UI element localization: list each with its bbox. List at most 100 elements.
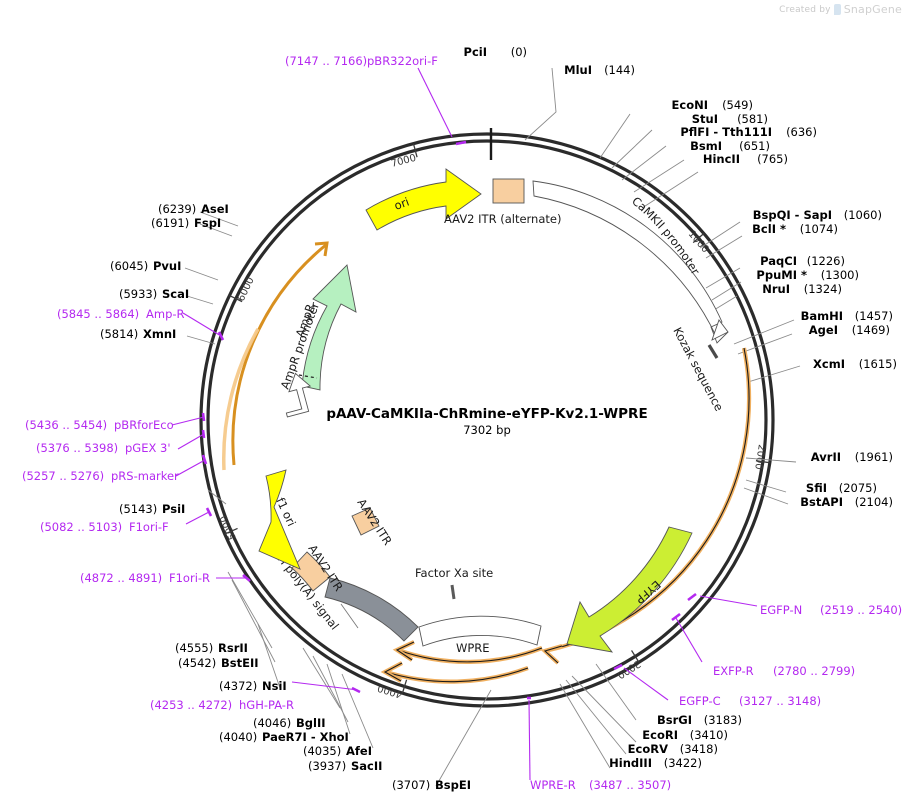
enzyme-pos-fspi: (6191) (151, 216, 189, 230)
feature-label-aav2-itr-alternate: AAV2 ITR (alternate) (444, 212, 561, 226)
primer-name-egfp-n: EGFP-N (760, 603, 802, 617)
primer-range-amp-r: (5845 .. 5864) (57, 307, 139, 321)
enzyme-pos-nrui: (1324) (804, 282, 842, 296)
primer-range-pbr322ori-f: (7147 .. 7166) (285, 54, 367, 68)
enzyme-pos-scai: (5933) (119, 287, 157, 301)
feature-amp-orange-arc[interactable] (231, 241, 329, 466)
enzyme-name-hindiii: HindIII (609, 756, 652, 770)
watermark-prefix: Created by (779, 4, 831, 15)
enzyme-name-bstcii: BstEII (221, 656, 259, 670)
enzyme-pos-asei: (6239) (158, 202, 196, 216)
enzyme-name-psii: PsiI (162, 502, 185, 516)
enzyme-name-avrii: AvrII (811, 450, 841, 464)
enzyme-pos-pflfi-tth111i: (636) (786, 125, 817, 139)
enzyme-pos-ppumi: (1300) (821, 268, 859, 282)
enzyme-name-hincii: HincII (703, 152, 740, 166)
enzyme-pos-hincii: (765) (757, 152, 788, 166)
enzyme-name-ecorv: EcoRV (628, 742, 668, 756)
page-title: pAAV-CaMKIIa-ChRmine-eYFP-Kv2.1-WPRE (326, 406, 647, 422)
feature-factor-xa-site[interactable]: Factor Xa site (415, 566, 493, 600)
enzyme-pos-afei: (4035) (303, 744, 341, 758)
primer-range-wpre-r: (3487 .. 3507) (589, 778, 671, 792)
feature-label-wpre: WPRE (456, 641, 490, 655)
primer-name-wpre-r: WPRE-R (530, 778, 576, 792)
cut-site-leaders (184, 67, 801, 787)
enzyme-pos-psii: (5143) (119, 502, 157, 516)
enzyme-pos-nsii: (4372) (219, 679, 257, 693)
enzyme-name-nrui: NruI (762, 282, 790, 296)
enzyme-pos-paqci: (1226) (807, 254, 845, 268)
enzyme-name-bspqi-sapi: BspQI - SapI (753, 208, 832, 222)
primer-range-egfp-n: (2519 .. 2540) (820, 603, 902, 617)
feature-aav2-itr-alternate[interactable]: AAV2 ITR (alternate) (444, 178, 561, 226)
enzyme-name-bcli: BclI * (752, 222, 786, 236)
enzyme-name-paer7i-xhoi: PaeR7I - XhoI (262, 730, 349, 744)
enzyme-name-bamhi: BamHI (801, 309, 843, 323)
enzyme-pos-ecorv: (3418) (680, 742, 718, 756)
enzyme-pos-xcmi: (1615) (859, 357, 897, 371)
primer-range-egfp-c: (3127 .. 3148) (739, 694, 821, 708)
enzyme-name-rsrii: RsrII (218, 641, 248, 655)
enzyme-pos-bamhi: (1457) (855, 309, 893, 323)
enzyme-pos-bcli: (1074) (800, 222, 838, 236)
enzyme-labels: PciI (0) MluI (144) EcoNI (549) StuI (58… (100, 45, 897, 792)
feature-wpre[interactable]: WPRE (418, 615, 542, 655)
primer-range-pbrforeco: (5436 .. 5454) (25, 418, 107, 432)
enzyme-name-agei: AgeI (809, 323, 838, 337)
enzyme-pos-bsrgi: (3183) (704, 713, 742, 727)
primer-name-pbrforeco: pBRforEco (114, 418, 174, 432)
primer-name-exfp-r: EXFP-R (713, 664, 754, 678)
enzyme-pos-mlui: (144) (604, 63, 635, 77)
enzyme-pos-pcii: (0) (511, 45, 527, 59)
primer-name-f1ori-r: F1ori-R (169, 571, 210, 585)
enzyme-name-bspei: BspEI (435, 778, 471, 792)
center-title-block: pAAV-CaMKIIa-ChRmine-eYFP-Kv2.1-WPRE 730… (326, 406, 647, 437)
enzyme-pos-pvui: (6045) (110, 259, 148, 273)
enzyme-pos-bglii: (4046) (253, 716, 291, 730)
feature-f1-ori[interactable]: f1 ori (258, 469, 301, 570)
enzyme-pos-sacii: (3937) (308, 759, 346, 773)
plasmid-size: 7302 bp (463, 423, 511, 437)
enzyme-name-bsmi: BsmI (690, 139, 722, 153)
enzyme-pos-econi: (549) (722, 98, 753, 112)
enzyme-pos-bstapi: (2104) (855, 495, 893, 509)
enzyme-name-pcii: PciI (464, 45, 487, 59)
primer-name-amp-r: Amp-R (146, 307, 185, 321)
primer-marks (171, 67, 758, 781)
enzyme-name-nsii: NsiI (262, 679, 287, 693)
enzyme-pos-bspei: (3707) (392, 778, 430, 792)
primer-range-hgh-pa-r: (4253 .. 4272) (150, 698, 232, 712)
watermark-brand: SnapGene (843, 3, 902, 16)
enzyme-name-ppumi: PpuMI * (756, 268, 807, 282)
primer-range-f1ori-f: (5082 .. 5103) (40, 520, 122, 534)
primer-name-pgex3: pGEX 3' (125, 441, 171, 455)
enzyme-name-afei: AfeI (346, 744, 372, 758)
enzyme-pos-hindiii: (3422) (664, 756, 702, 770)
enzyme-pos-agei: (1469) (852, 323, 890, 337)
feature-left-pale-arc (222, 328, 260, 471)
enzyme-name-sfii: SfiI (806, 481, 827, 495)
primer-name-hgh-pa-r: hGH-PA-R (239, 698, 294, 712)
feature-camkii-promoter[interactable]: CaMKII promoter (532, 180, 729, 344)
feature-aav2-itr-mid[interactable]: AAV2 ITR (351, 496, 395, 548)
plasmid-backbone-circle (199, 132, 775, 708)
feature-ori[interactable]: ori (365, 168, 482, 231)
ruler-tick-2000: 2000 (752, 444, 767, 471)
enzyme-pos-ecori: (3410) (690, 728, 728, 742)
enzyme-name-pvui: PvuI (153, 259, 181, 273)
snapgene-logo-icon (833, 4, 841, 15)
enzyme-pos-xmni: (5814) (100, 327, 138, 341)
enzyme-name-paqci: PaqCI (760, 254, 797, 268)
primer-range-exfp-r: (2780 .. 2799) (773, 664, 855, 678)
enzyme-name-xcmi: XcmI (813, 357, 845, 371)
ruler-ticks: 1000 2000 3000 4000 5000 6000 7000 (219, 143, 770, 700)
enzyme-pos-avrii: (1961) (855, 450, 893, 464)
feature-label-factor-xa-site: Factor Xa site (415, 566, 493, 580)
enzyme-pos-rsrii: (4555) (175, 641, 213, 655)
primer-name-f1ori-f: F1ori-F (129, 520, 169, 534)
primer-labels: (7147 .. 7166) pBR322ori-F EGFP-N (2519 … (22, 54, 902, 792)
feature-eyfp[interactable]: EYFP (566, 526, 693, 653)
enzyme-name-bglii: BglII (296, 716, 326, 730)
primer-name-prs-marker: pRS-marker (111, 469, 179, 483)
